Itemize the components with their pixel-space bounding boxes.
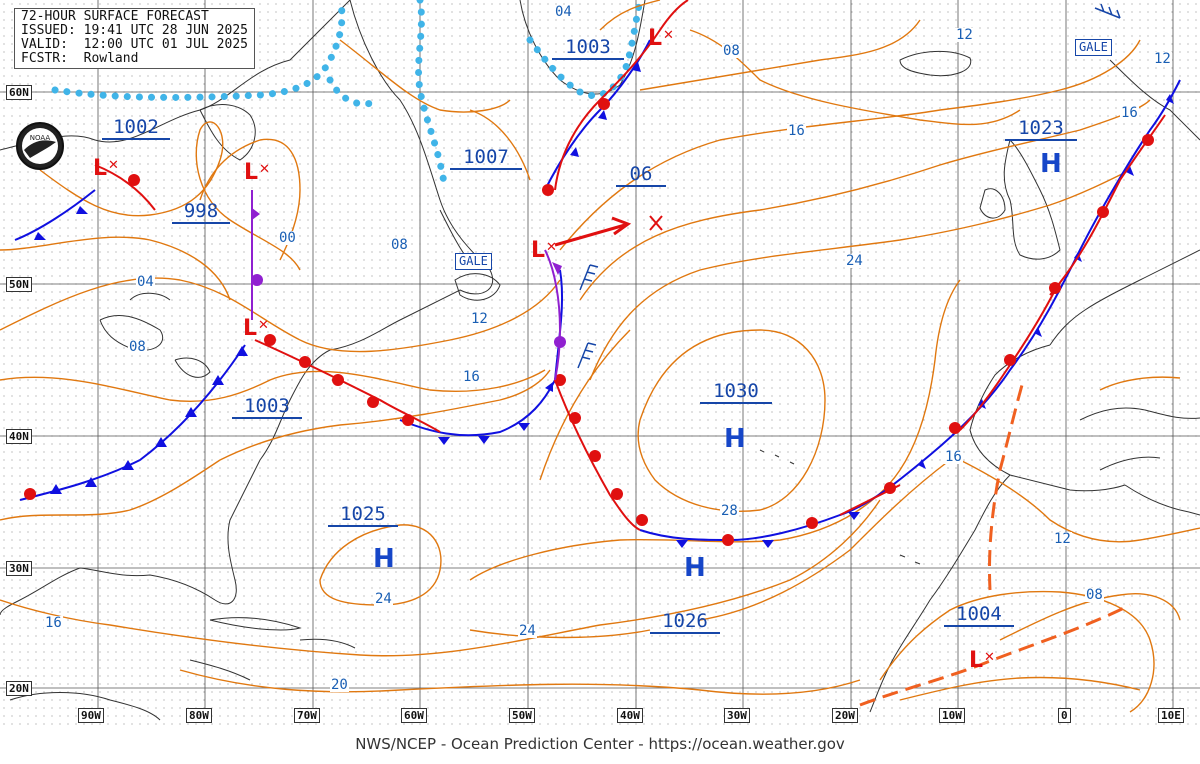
- low-center-x-icon: ✕: [258, 318, 269, 333]
- pressure-center-label: 1007: [450, 146, 522, 170]
- lon-label-10e: 10E: [1158, 708, 1184, 723]
- isobar-label: 16: [44, 615, 63, 631]
- isobar-label: 12: [470, 311, 489, 327]
- isobar-label: 00: [278, 230, 297, 246]
- high-pressure-symbol: H: [1040, 149, 1062, 179]
- occluded-front-symbols: [251, 208, 566, 348]
- occluded-fronts: [250, 190, 562, 381]
- footer-credit: NWS/NCEP - Ocean Prediction Center - htt…: [355, 735, 845, 753]
- low-letter: L: [531, 238, 546, 263]
- lon-label-40w: 40W: [617, 708, 643, 723]
- pressure-center-label: 1003: [232, 395, 302, 419]
- lat-label-20n: 20N: [6, 681, 32, 696]
- low-letter: L: [244, 160, 259, 185]
- low-center-x-icon: ✕: [546, 240, 557, 255]
- isobar-label: 24: [374, 591, 393, 607]
- low-pressure-symbol: L✕: [531, 238, 557, 265]
- isobar-label: 16: [944, 449, 963, 465]
- pressure-center-label: 1002: [102, 116, 170, 140]
- valid-time: VALID: 12:00 UTC 01 JUL 2025: [21, 37, 248, 52]
- isobar-label: 12: [1053, 531, 1072, 547]
- forecaster: FCSTR: Rowland: [21, 51, 139, 66]
- isobars: [0, 0, 1200, 713]
- forecast-header: 72-HOUR SURFACE FORECAST ISSUED: 19:41 U…: [14, 8, 255, 69]
- lon-label-10w: 10W: [939, 708, 965, 723]
- lon-label-0: 0: [1058, 708, 1071, 723]
- lat-label-50n: 50N: [6, 277, 32, 292]
- isobar-label: 16: [462, 369, 481, 385]
- coastlines: [0, 0, 1200, 721]
- low-letter: L: [243, 316, 258, 341]
- ice-edge: [51, 0, 644, 194]
- pressure-center-label: 1004: [944, 603, 1014, 627]
- high-pressure-symbol: H: [684, 553, 706, 583]
- low-pressure-symbol: L✕: [648, 26, 674, 53]
- graticule: [0, 0, 1200, 710]
- pressure-center-label: 06: [616, 163, 666, 187]
- low-letter: L: [93, 156, 108, 181]
- gale-warning: GALE: [455, 253, 492, 270]
- lon-label-70w: 70W: [294, 708, 320, 723]
- isobar-label: 16: [787, 123, 806, 139]
- pressure-center-label: 998: [172, 200, 230, 224]
- low-pressure-symbol: L✕: [244, 160, 270, 187]
- lat-label-30n: 30N: [6, 561, 32, 576]
- lon-label-20w: 20W: [832, 708, 858, 723]
- isobar-label: 04: [136, 274, 155, 290]
- isobar-label: 04: [554, 4, 573, 20]
- warm-front-bumps: [24, 98, 1154, 546]
- pressure-center-label: 1003: [552, 36, 624, 60]
- lat-label-40n: 40N: [6, 429, 32, 444]
- low-pressure-symbol: L✕: [93, 156, 119, 183]
- low-letter: L: [969, 648, 984, 673]
- isobar-label: 08: [722, 43, 741, 59]
- pressure-center-label: 1026: [650, 610, 720, 634]
- issued-time: ISSUED: 19:41 UTC 28 JUN 2025: [21, 23, 248, 38]
- isobar-label: 08: [128, 339, 147, 355]
- movement-arrow: [554, 215, 663, 247]
- high-pressure-symbol: H: [373, 544, 395, 574]
- pressure-center-label: 1025: [328, 503, 398, 527]
- low-center-x-icon: ✕: [663, 28, 674, 43]
- isobar-label: 16: [1120, 105, 1139, 121]
- isobar-label: 28: [720, 503, 739, 519]
- wind-barbs: [577, 3, 1121, 369]
- low-center-x-icon: ✕: [984, 650, 995, 665]
- lon-label-80w: 80W: [186, 708, 212, 723]
- low-pressure-symbol: L✕: [969, 648, 995, 675]
- low-center-x-icon: ✕: [108, 158, 119, 173]
- isobar-label: 20: [330, 677, 349, 693]
- isobar-label: 12: [955, 27, 974, 43]
- lon-label-60w: 60W: [401, 708, 427, 723]
- isobar-label: 24: [845, 253, 864, 269]
- pressure-center-label: 1023: [1005, 117, 1077, 141]
- forecast-title: 72-HOUR SURFACE FORECAST: [21, 9, 209, 24]
- low-letter: L: [648, 26, 663, 51]
- low-pressure-symbol: L✕: [243, 316, 269, 343]
- gale-warning: GALE: [1075, 39, 1112, 56]
- isobar-label: 08: [390, 237, 409, 253]
- high-pressure-symbol: H: [724, 424, 746, 454]
- pressure-center-label: 1030: [700, 380, 772, 404]
- noaa-logo: NOAA: [16, 122, 64, 170]
- isobar-label: 24: [518, 623, 537, 639]
- svg-text:NOAA: NOAA: [30, 134, 51, 142]
- isobar-label: 08: [1085, 587, 1104, 603]
- low-center-x-icon: ✕: [259, 162, 270, 177]
- isobar-label: 12: [1153, 51, 1172, 67]
- lon-label-50w: 50W: [509, 708, 535, 723]
- lon-label-30w: 30W: [724, 708, 750, 723]
- lat-label-60n: 60N: [6, 85, 32, 100]
- lon-label-90w: 90W: [78, 708, 104, 723]
- cold-front-barbs: [34, 62, 1174, 548]
- troughs: [859, 384, 1131, 707]
